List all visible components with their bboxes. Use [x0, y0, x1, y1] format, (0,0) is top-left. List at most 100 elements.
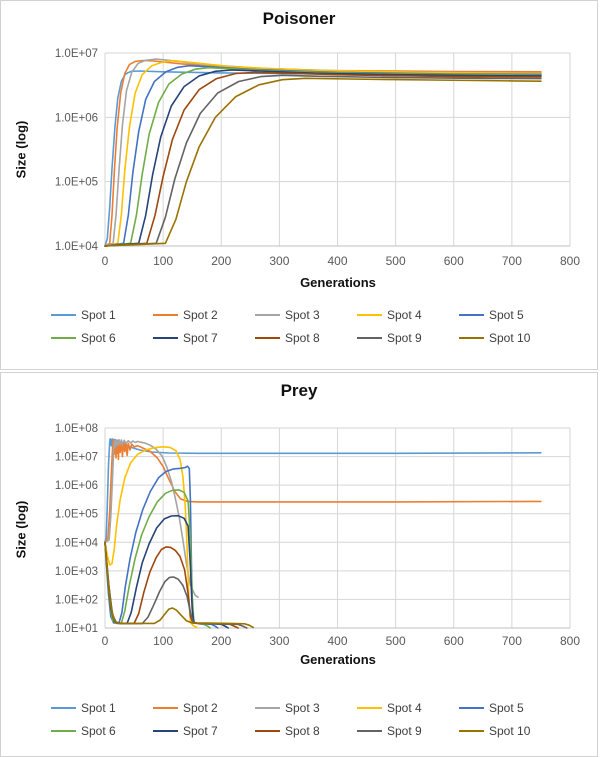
legend-swatch-spot-3 [255, 706, 280, 709]
legend-item-spot-2: Spot 2 [153, 696, 255, 719]
x-tick-label: 500 [386, 254, 406, 268]
legend-label-spot-3: Spot 3 [285, 700, 320, 715]
legend-item-spot-5: Spot 5 [459, 303, 561, 326]
legend-item-spot-4: Spot 4 [357, 696, 459, 719]
legend-swatch-spot-6 [51, 336, 76, 339]
x-tick-label: 600 [444, 254, 464, 268]
legend-item-spot-1: Spot 1 [51, 303, 153, 326]
x-tick-label: 800 [560, 634, 580, 648]
x-tick-label: 100 [153, 254, 173, 268]
legend-item-spot-8: Spot 8 [255, 719, 357, 742]
y-tick-label: 1.0E+04 [55, 537, 99, 549]
prey-chart-panel: Prey 1.0E+08 1.0E+07 1.0E+06 1.0E+05 1.0E+04… [0, 372, 598, 757]
y-tick-label: 1.0E+04 [55, 241, 99, 253]
series-line-spot-9 [104, 74, 542, 247]
legend-swatch-spot-4 [357, 313, 382, 316]
legend-item-spot-3: Spot 3 [255, 696, 357, 719]
legend-swatch-spot-3 [255, 313, 280, 316]
prey-plot: 1.0E+08 1.0E+07 1.0E+06 1.0E+05 1.0E+04 1.0E+… [55, 423, 581, 648]
legend-item-spot-5: Spot 5 [459, 696, 561, 719]
legend-swatch-spot-5 [459, 313, 484, 316]
legend-swatch-spot-7 [153, 336, 178, 339]
y-tick-label: 1.0E+06 [55, 480, 98, 492]
y-tick-label: 1.0E+05 [55, 509, 98, 521]
legend-swatch-spot-1 [51, 706, 76, 709]
legend-item-spot-7: Spot 7 [153, 326, 255, 349]
legend-swatch-spot-5 [459, 706, 484, 709]
poisoner-legend: Spot 1 Spot 2 Spot 3 Spot 4 Spot 5 Spot 6 Spot… [51, 303, 561, 349]
series-line-spot-3 [104, 58, 542, 247]
x-tick-label: 500 [386, 634, 406, 648]
legend-label-spot-4: Spot 4 [387, 307, 422, 322]
y-tick-label: 1.0E+03 [55, 566, 98, 578]
legend-label-spot-10: Spot 10 [489, 330, 531, 345]
series-line-spot-3 [104, 438, 199, 598]
legend-label-spot-9: Spot 9 [387, 330, 422, 345]
legend-swatch-spot-1 [51, 313, 76, 316]
legend-item-spot-8: Spot 8 [255, 326, 357, 349]
series-line-spot-10 [104, 541, 254, 629]
x-tick-label: 400 [327, 634, 347, 648]
x-tick-label: 300 [269, 634, 289, 648]
y-tick-label: 1.0E+08 [55, 423, 98, 435]
legend-item-spot-2: Spot 2 [153, 303, 255, 326]
series-line-spot-10 [104, 77, 542, 247]
series-line-spot-6 [104, 66, 542, 247]
legend-item-spot-9: Spot 9 [357, 719, 459, 742]
series-line-spot-4 [104, 59, 542, 247]
legend-item-spot-6: Spot 6 [51, 326, 153, 349]
legend-swatch-spot-10 [459, 336, 484, 339]
legend-swatch-spot-2 [153, 706, 178, 709]
prey-x-axis-title: Generations [300, 652, 376, 667]
y-tick-label: 1.0E+07 [55, 452, 98, 464]
legend-swatch-spot-10 [459, 729, 484, 732]
x-tick-label: 600 [444, 634, 464, 648]
legend-item-spot-6: Spot 6 [51, 719, 153, 742]
y-tick-label: 1.0E+05 [55, 177, 98, 189]
poisoner-chart-panel: Poisoner 1.0E+07 1.0E+06 1.0E+05 1.0E+04 0 10… [0, 0, 598, 370]
x-tick-label: 700 [502, 254, 522, 268]
series-line-spot-2 [104, 59, 542, 247]
legend-label-spot-8: Spot 8 [285, 330, 320, 345]
legend-label-spot-7: Spot 7 [183, 330, 218, 345]
x-tick-label: 0 [102, 634, 109, 648]
series-line-spot-4 [104, 446, 198, 629]
prey-chart-title: Prey [280, 381, 318, 400]
legend-label-spot-7: Spot 7 [183, 723, 218, 738]
legend-swatch-spot-6 [51, 729, 76, 732]
legend-item-spot-1: Spot 1 [51, 696, 153, 719]
x-tick-label: 400 [327, 254, 347, 268]
legend-label-spot-1: Spot 1 [81, 307, 116, 322]
legend-swatch-spot-8 [255, 336, 280, 339]
prey-y-axis-title: Size (log) [13, 500, 29, 559]
legend-item-spot-7: Spot 7 [153, 719, 255, 742]
legend-label-spot-5: Spot 5 [489, 307, 524, 322]
legend-label-spot-6: Spot 6 [81, 330, 116, 345]
series-line-spot-6 [104, 489, 211, 629]
x-tick-label: 0 [102, 254, 109, 268]
poisoner-y-axis-title: Size (log) [13, 120, 29, 179]
legend-swatch-spot-7 [153, 729, 178, 732]
x-tick-label: 700 [502, 634, 522, 648]
legend-label-spot-10: Spot 10 [489, 723, 531, 738]
legend-item-spot-10: Spot 10 [459, 326, 561, 349]
poisoner-x-axis-title: Generations [300, 275, 376, 290]
legend-label-spot-6: Spot 6 [81, 723, 116, 738]
legend-label-spot-3: Spot 3 [285, 307, 320, 322]
legend-label-spot-4: Spot 4 [387, 700, 422, 715]
prey-legend: Spot 1 Spot 2 Spot 3 Spot 4 Spot 5 Spot 6 Spot… [51, 696, 561, 742]
legend-item-spot-4: Spot 4 [357, 303, 459, 326]
legend-swatch-spot-8 [255, 729, 280, 732]
legend-swatch-spot-9 [357, 729, 382, 732]
x-tick-label: 300 [269, 254, 289, 268]
legend-swatch-spot-4 [357, 706, 382, 709]
y-tick-label: 1.0E+01 [55, 623, 98, 635]
x-tick-label: 800 [560, 254, 580, 268]
y-tick-label: 1.0E+07 [55, 48, 98, 60]
y-tick-label: 1.0E+06 [55, 112, 98, 124]
legend-label-spot-9: Spot 9 [387, 723, 422, 738]
legend-label-spot-2: Spot 2 [183, 700, 218, 715]
legend-label-spot-5: Spot 5 [489, 700, 524, 715]
legend-label-spot-2: Spot 2 [183, 307, 218, 322]
y-tick-label: 1.0E+02 [55, 594, 98, 606]
